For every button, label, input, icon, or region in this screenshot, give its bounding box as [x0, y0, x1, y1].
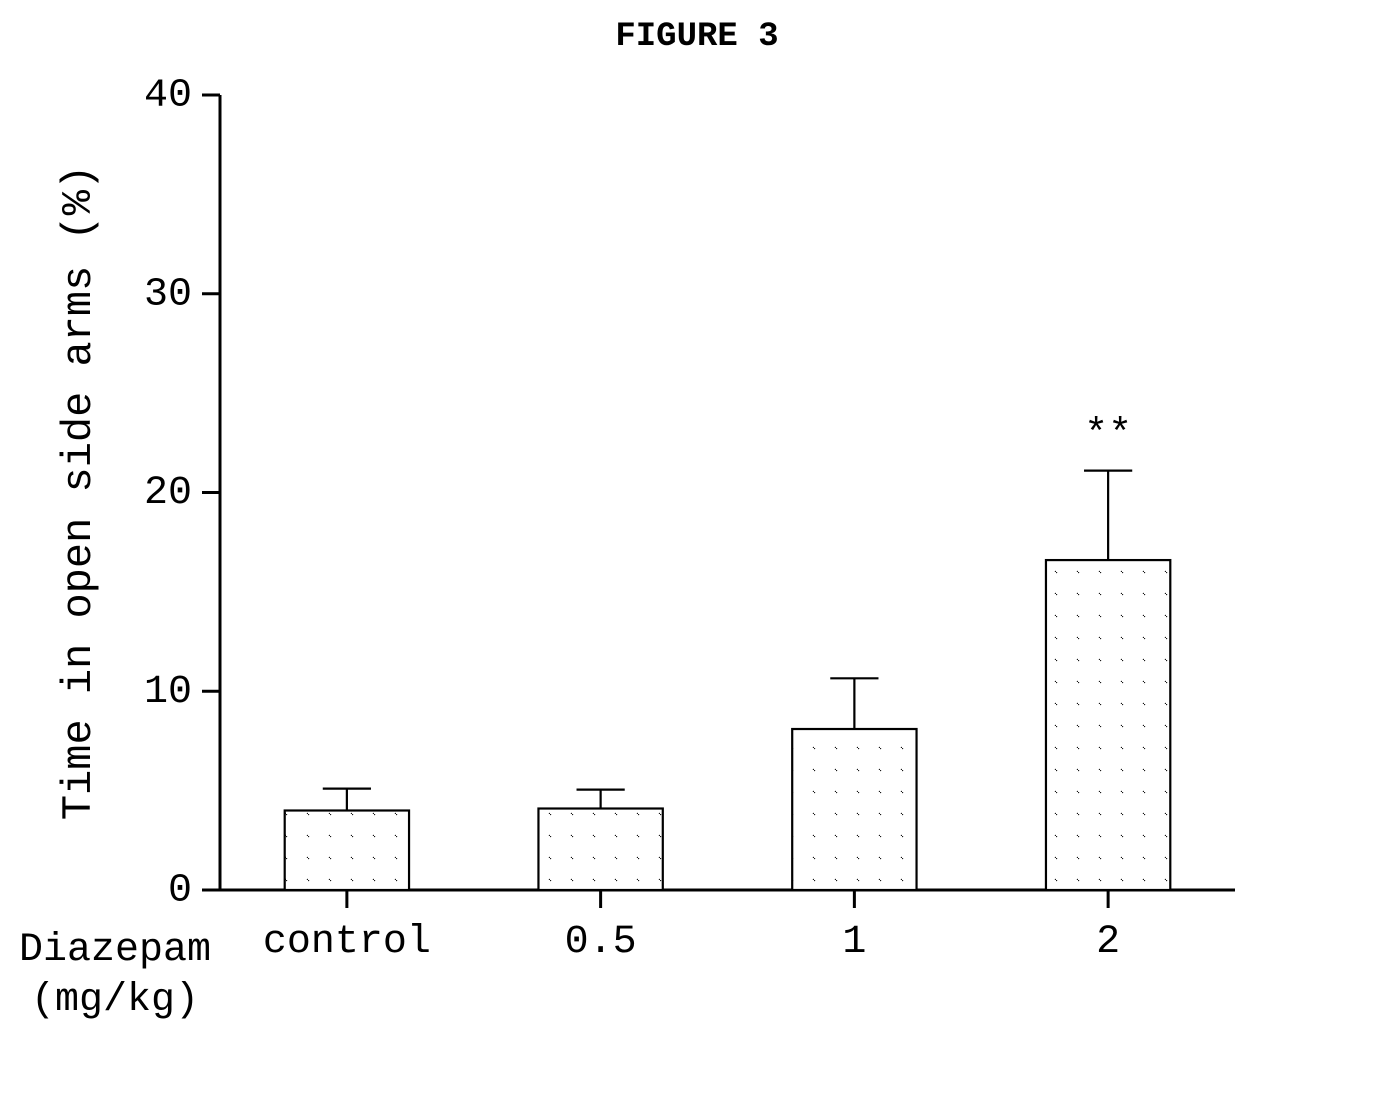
bar — [538, 809, 662, 890]
x-tick-label: control — [263, 920, 431, 965]
significance-annotation: ** — [1084, 413, 1132, 458]
x-axis-group-title: (mg/kg) — [31, 978, 199, 1023]
bar-chart: 0 10 20 30 40 Time in open side arms (%) contr… — [0, 0, 1394, 1112]
y-axis-label: Time in open side arms (%) — [55, 165, 103, 820]
y-tick-label: 30 — [144, 272, 192, 317]
y-tick-label: 20 — [144, 471, 192, 516]
x-tick-label: 1 — [842, 920, 866, 965]
x-tick-label: 2 — [1096, 920, 1120, 965]
y-tick-label: 10 — [144, 670, 192, 715]
stage: FIGURE 3 010203040Time in open side arms… — [0, 0, 1394, 1112]
y-tick-label: 0 — [168, 869, 192, 914]
y-tick-label: 40 — [144, 74, 192, 119]
bar — [792, 729, 916, 890]
x-tick-label: 0.5 — [565, 920, 637, 965]
x-axis-group-title: Diazepam — [19, 928, 211, 973]
bar — [285, 811, 409, 891]
bar — [1046, 560, 1170, 890]
